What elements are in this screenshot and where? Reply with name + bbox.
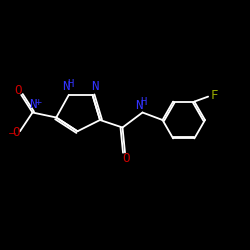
Text: N: N xyxy=(62,80,70,93)
Text: F: F xyxy=(210,89,218,102)
Text: O: O xyxy=(122,152,130,164)
Text: H: H xyxy=(140,97,146,107)
Text: +: + xyxy=(34,98,42,107)
Text: O: O xyxy=(14,84,22,97)
Text: N: N xyxy=(29,98,36,111)
Text: O: O xyxy=(12,126,20,139)
Text: N: N xyxy=(135,99,142,112)
Text: −: − xyxy=(8,130,16,140)
Text: N: N xyxy=(91,80,99,93)
Text: H: H xyxy=(67,79,73,89)
